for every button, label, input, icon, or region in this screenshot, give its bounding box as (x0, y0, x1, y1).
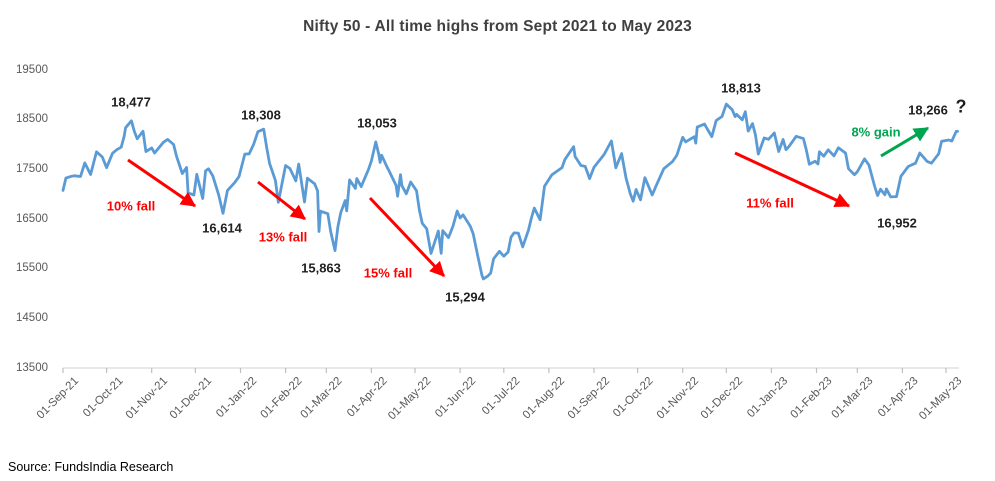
question-mark: ? (955, 96, 967, 117)
fall-13pct: 13% fall (258, 229, 308, 245)
y-tick-label: 15500 (16, 262, 48, 275)
fall-10pct: 10% fall (106, 198, 156, 214)
fall-11pct: 11% fall (746, 195, 794, 211)
fall-arrow-2 (257, 180, 306, 221)
fall-arrow-3 (368, 196, 446, 278)
end-18266: 18,266 (908, 102, 948, 118)
gain-arrow (880, 126, 930, 158)
y-tick-label: 17500 (16, 162, 48, 175)
fall-arrow-4 (734, 151, 851, 208)
y-tick-label: 18500 (16, 113, 48, 126)
fall-15pct: 15% fall (363, 265, 413, 281)
y-tick-label: 14500 (16, 311, 48, 324)
fall-arrow-1 (127, 158, 196, 208)
peak-18308: 18,308 (241, 107, 281, 123)
trough-16614: 16,614 (202, 220, 242, 236)
trough-15294: 15,294 (445, 289, 485, 305)
y-tick-label: 19500 (16, 63, 48, 76)
source-note: Source: FundsIndia Research (8, 460, 174, 474)
nifty-price-line (61, 102, 959, 281)
gain-8pct: 8% gain (851, 124, 901, 140)
chart-title: Nifty 50 - All time highs from Sept 2021… (303, 18, 692, 35)
y-tick-label: 13500 (16, 361, 48, 374)
y-tick-label: 16500 (16, 212, 48, 225)
peak-18053: 18,053 (357, 115, 397, 131)
trough-16952: 16,952 (877, 215, 917, 231)
trough-15863: 15,863 (301, 260, 341, 276)
peak-18813: 18,813 (721, 80, 761, 96)
peak-18477: 18,477 (111, 94, 151, 110)
